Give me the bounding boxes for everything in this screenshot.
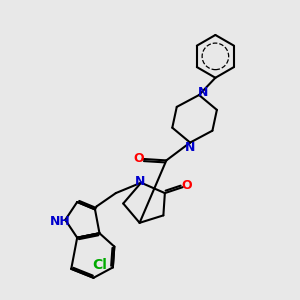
Text: NH: NH	[50, 215, 70, 228]
Text: N: N	[134, 175, 145, 188]
Text: N: N	[185, 140, 195, 154]
Text: Cl: Cl	[92, 258, 107, 272]
Text: O: O	[134, 152, 144, 165]
Text: N: N	[198, 86, 208, 99]
Text: O: O	[181, 179, 192, 192]
